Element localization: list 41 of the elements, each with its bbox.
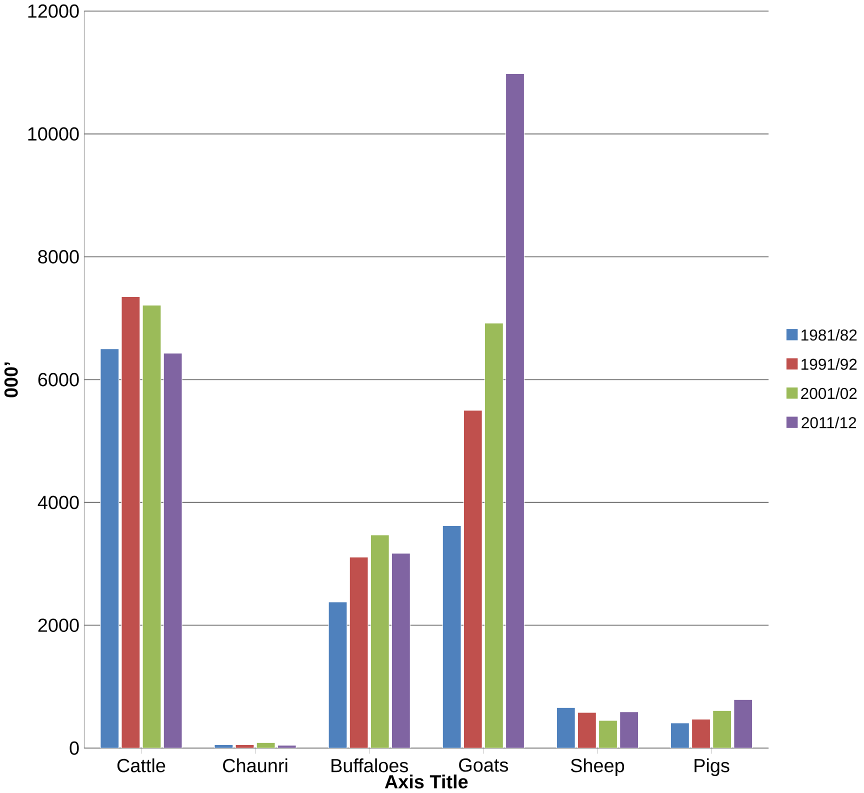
legend-label: 2011/12 bbox=[802, 416, 856, 428]
bar bbox=[506, 74, 524, 748]
legend-label: 1991/92 bbox=[802, 358, 857, 370]
y-tick-label: 12000 bbox=[28, 4, 79, 18]
bar bbox=[442, 526, 462, 748]
bar bbox=[328, 602, 348, 748]
bar bbox=[100, 348, 120, 748]
x-tick-label: Pigs bbox=[694, 758, 730, 776]
x-tick-label: Chaunri bbox=[223, 758, 288, 772]
bar bbox=[712, 710, 732, 748]
bar bbox=[349, 556, 368, 748]
y-tick-label: 6000 bbox=[38, 372, 79, 386]
bar bbox=[556, 707, 576, 748]
y-tick-label: 8000 bbox=[38, 250, 79, 264]
bar bbox=[391, 553, 410, 748]
bar bbox=[370, 534, 390, 748]
bar bbox=[277, 745, 296, 748]
bar bbox=[598, 720, 618, 748]
bar bbox=[620, 712, 639, 748]
bar bbox=[235, 744, 254, 748]
y-tick-label: 10000 bbox=[28, 127, 79, 141]
bar bbox=[670, 722, 690, 748]
bar bbox=[163, 352, 182, 748]
x-tick-label: Buffaloes bbox=[332, 758, 408, 772]
legend-label: 2001/02 bbox=[801, 388, 857, 400]
legend-label: 1981/82 bbox=[802, 329, 857, 341]
x-tick-label: Goats bbox=[459, 758, 508, 772]
x-tick-label: Sheep bbox=[570, 758, 624, 776]
bar bbox=[577, 712, 596, 748]
y-tick-label: 0 bbox=[70, 741, 79, 755]
y-tick-label: 4000 bbox=[38, 496, 79, 510]
bar bbox=[142, 305, 162, 748]
y-axis-title: 000’ bbox=[4, 362, 18, 398]
bar bbox=[121, 296, 140, 748]
x-tick-label: Cattle bbox=[117, 758, 166, 772]
bar bbox=[463, 410, 482, 748]
bar bbox=[484, 322, 504, 748]
y-tick-label: 2000 bbox=[38, 618, 79, 632]
bar bbox=[734, 699, 753, 748]
x-axis-title: Axis Title bbox=[384, 774, 468, 789]
bar bbox=[692, 719, 710, 748]
